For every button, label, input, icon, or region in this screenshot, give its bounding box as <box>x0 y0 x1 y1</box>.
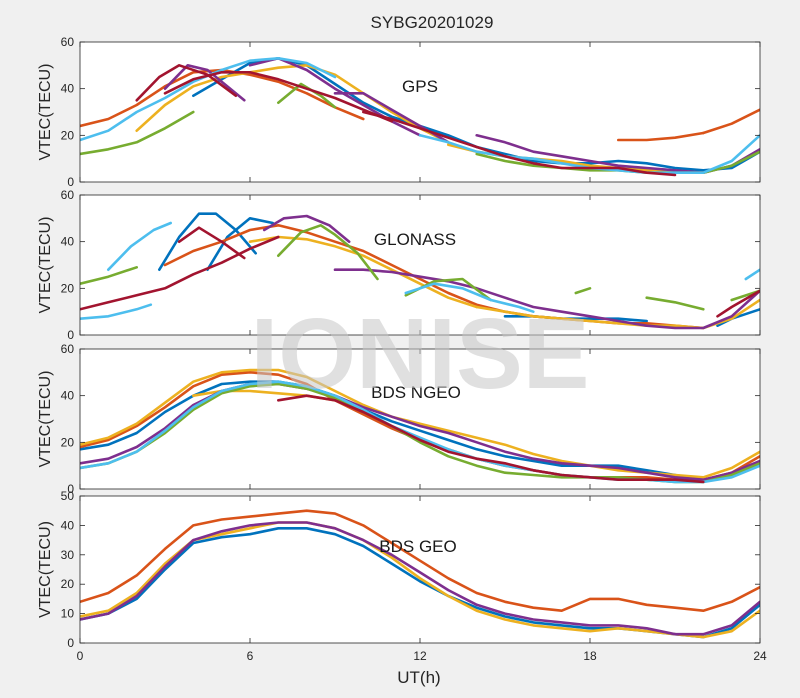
y-tick-label: 0 <box>67 482 74 496</box>
series-group <box>80 212 760 330</box>
series-line-15 <box>645 296 705 311</box>
x-axis-label: UT(h) <box>397 668 440 687</box>
series-line-18 <box>361 110 677 177</box>
y-tick-label: 60 <box>61 188 75 202</box>
y-tick-label: 20 <box>61 577 75 591</box>
panel-label: GLONASS <box>374 230 456 249</box>
y-tick-label: 30 <box>61 548 75 562</box>
y-tick-label: 0 <box>67 328 74 342</box>
series-line-21 <box>80 235 280 311</box>
y-tick-label: 0 <box>67 636 74 650</box>
series-line-20 <box>744 268 760 281</box>
series-line-8 <box>276 394 705 484</box>
y-tick-label: 40 <box>61 235 75 249</box>
panel-label: BDS NGEO <box>371 383 461 402</box>
panel-label: BDS GEO <box>379 537 456 556</box>
series-line-17 <box>163 71 394 123</box>
series-group <box>80 368 760 484</box>
y-axis-label: VTEC(TECU) <box>37 371 54 468</box>
panel-1: 0 20 40 60 VTEC(TECU) GPS <box>37 35 761 189</box>
series-line-23 <box>716 289 760 318</box>
series-line-7 <box>248 235 479 309</box>
plot-area <box>80 349 760 489</box>
series-line-19 <box>404 282 535 314</box>
series-line-5 <box>80 382 760 482</box>
plot-area <box>80 42 760 182</box>
y-tick-label: 40 <box>61 389 75 403</box>
series-line-11 <box>80 110 195 156</box>
x-tick-label: 24 <box>753 649 767 663</box>
series-line-11 <box>80 265 138 286</box>
y-tick-label: 50 <box>61 489 75 503</box>
y-tick-label: 10 <box>61 607 75 621</box>
y-axis-label: VTEC(TECU) <box>37 521 54 618</box>
series-line-16 <box>135 64 238 102</box>
y-axis-label: VTEC(TECU) <box>37 217 54 314</box>
y-tick-label: 20 <box>61 435 75 449</box>
y-axis-label: VTEC(TECU) <box>37 64 54 161</box>
x-tick-label: 12 <box>413 649 427 663</box>
y-tick-label: 40 <box>61 518 75 532</box>
x-tick-label: 18 <box>583 649 597 663</box>
series-line-4 <box>80 521 760 636</box>
series-line-9 <box>262 214 351 243</box>
series-group <box>80 509 760 639</box>
series-line-12 <box>276 224 379 281</box>
y-tick-label: 60 <box>61 35 75 49</box>
panel-label: GPS <box>402 77 438 96</box>
y-tick-label: 60 <box>61 342 75 356</box>
panel-2: 0 20 40 60 VTEC(TECU) GLONASS <box>37 188 761 342</box>
plot-area <box>80 195 760 335</box>
series-line-5 <box>135 64 450 144</box>
panel-3: 0 20 40 60 VTEC(TECU) BDS NGEO <box>37 342 761 496</box>
series-line-7 <box>163 64 246 102</box>
figure-title: SYBG20201029 <box>371 13 494 32</box>
x-tick-label: 0 <box>77 649 84 663</box>
panel-4: 0 10 20 30 40 50 0 6 12 18 24 VTEC(TECU) BDS GEO <box>37 489 767 663</box>
series-line-14 <box>574 286 592 295</box>
series-line-2 <box>80 509 760 613</box>
series-line-18 <box>107 221 172 272</box>
plot-area <box>80 496 760 643</box>
series-line-3 <box>616 131 705 142</box>
series-line-22 <box>177 226 246 260</box>
x-tick-label: 6 <box>247 649 254 663</box>
y-tick-label: 20 <box>61 128 75 142</box>
series-line-2 <box>206 217 275 272</box>
series-group <box>80 56 760 177</box>
series-line-17 <box>80 303 153 321</box>
watermark: IONISE <box>251 298 590 410</box>
y-tick-label: 0 <box>67 175 74 189</box>
y-tick-label: 40 <box>61 82 75 96</box>
y-tick-label: 20 <box>61 281 75 295</box>
series-line-4 <box>701 108 760 135</box>
series-line-10 <box>333 268 760 330</box>
